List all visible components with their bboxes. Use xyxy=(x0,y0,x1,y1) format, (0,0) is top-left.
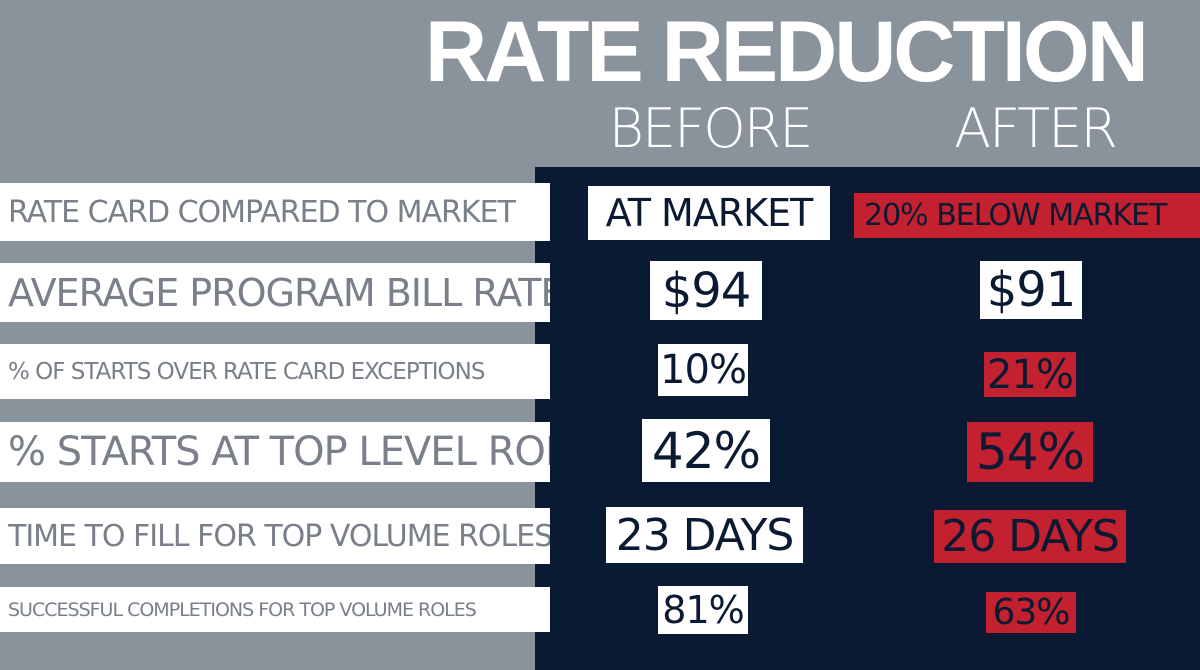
column-header-after: AFTER xyxy=(954,97,1118,160)
before-value-completions: 81% xyxy=(658,586,748,634)
column-header-before: BEFORE xyxy=(608,97,814,160)
comparison-panel xyxy=(535,167,1200,670)
row-label-time-to-fill: TIME TO FILL FOR TOP VOLUME ROLES xyxy=(0,508,550,564)
before-value-bill-rate: $94 xyxy=(650,261,762,320)
before-value-time-to-fill: 23 DAYS xyxy=(606,507,803,563)
after-value-rate-card: 20% BELOW MARKET xyxy=(854,193,1200,238)
before-value-rate-card: AT MARKET xyxy=(588,186,830,240)
before-value-top-level-role: 42% xyxy=(642,419,770,482)
row-label-top-level-role: % STARTS AT TOP LEVEL ROLE xyxy=(0,422,550,482)
row-label-successful-completions: SUCCESSFUL COMPLETIONS FOR TOP VOLUME RO… xyxy=(0,587,550,632)
row-label-bill-rate: AVERAGE PROGRAM BILL RATE xyxy=(0,263,550,322)
after-value-bill-rate: $91 xyxy=(980,261,1082,319)
row-label-rate-card-exceptions: % OF STARTS OVER RATE CARD EXCEPTIONS xyxy=(0,344,550,399)
before-value-exceptions: 10% xyxy=(658,344,748,396)
page-title: RATE REDUCTION xyxy=(425,4,1149,100)
after-value-time-to-fill: 26 DAYS xyxy=(934,510,1126,563)
after-value-exceptions: 21% xyxy=(984,352,1076,398)
row-label-rate-card: RATE CARD COMPARED TO MARKET xyxy=(0,183,550,241)
after-value-completions: 63% xyxy=(986,592,1076,633)
after-value-top-level-role: 54% xyxy=(967,422,1093,482)
